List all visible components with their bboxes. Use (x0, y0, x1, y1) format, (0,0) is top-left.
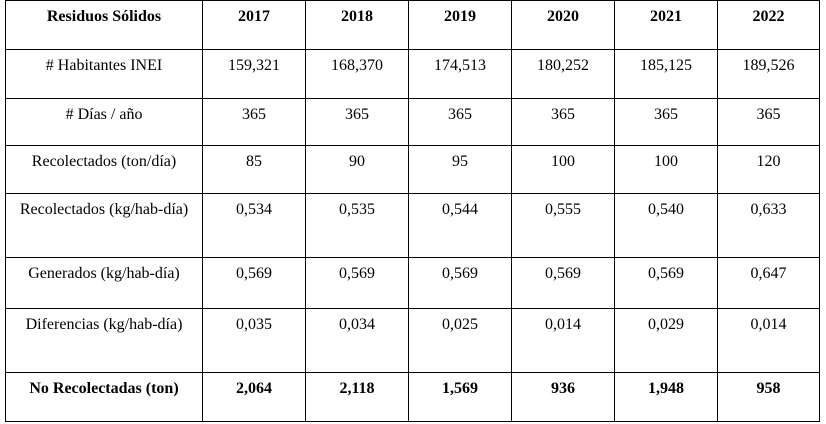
table-row: Recolectados (kg/hab-día) 0,534 0,535 0,… (5, 193, 820, 258)
table-cell: 0,647 (717, 257, 820, 309)
row-label: # Habitantes INEI (5, 49, 203, 99)
header-cell-2021: 2021 (614, 0, 718, 50)
table-cell: 0,014 (717, 308, 820, 373)
residuos-table: Residuos Sólidos 2017 2018 2019 2020 202… (5, 0, 820, 422)
table-cell: 365 (408, 98, 512, 146)
row-label: Recolectados (ton/día) (5, 145, 203, 194)
table-cell: 85 (202, 145, 306, 194)
table-cell: 365 (202, 98, 306, 146)
table-cell: 0,569 (614, 257, 718, 309)
table-cell: 0,025 (408, 308, 512, 373)
table-cell: 0,034 (305, 308, 409, 373)
table-cell: 0,535 (305, 193, 409, 258)
header-cell-label: Residuos Sólidos (5, 0, 203, 50)
row-label: # Días / año (5, 98, 203, 146)
table-cell: 958 (717, 372, 820, 422)
row-label: Generados (kg/hab-día) (5, 257, 203, 309)
table-cell: 120 (717, 145, 820, 194)
table-cell: 365 (511, 98, 615, 146)
table-cell: 0,569 (305, 257, 409, 309)
table-cell: 365 (305, 98, 409, 146)
table-cell: 180,252 (511, 49, 615, 99)
table-row: Generados (kg/hab-día) 0,569 0,569 0,569… (5, 257, 820, 309)
row-label: No Recolectadas (ton) (5, 372, 203, 422)
table-cell: 0,544 (408, 193, 512, 258)
table-row: # Días / año 365 365 365 365 365 365 (5, 98, 820, 146)
row-label: Recolectados (kg/hab-día) (5, 193, 203, 258)
table-cell: 365 (614, 98, 718, 146)
table-row: Recolectados (ton/día) 85 90 95 100 100 … (5, 145, 820, 194)
header-row: Residuos Sólidos 2017 2018 2019 2020 202… (5, 0, 820, 50)
table-cell: 0,014 (511, 308, 615, 373)
table-cell: 189,526 (717, 49, 820, 99)
table-cell: 0,633 (717, 193, 820, 258)
table-cell: 0,569 (202, 257, 306, 309)
header-cell-2018: 2018 (305, 0, 409, 50)
header-cell-2017: 2017 (202, 0, 306, 50)
table-cell: 0,569 (511, 257, 615, 309)
table-cell: 95 (408, 145, 512, 194)
table-cell: 90 (305, 145, 409, 194)
table-cell: 2,118 (305, 372, 409, 422)
table-cell: 936 (511, 372, 615, 422)
row-label: Diferencias (kg/hab-día) (5, 308, 203, 373)
table-cell: 0,555 (511, 193, 615, 258)
table-row-total: No Recolectadas (ton) 2,064 2,118 1,569 … (5, 372, 820, 422)
header-cell-2019: 2019 (408, 0, 512, 50)
header-cell-2020: 2020 (511, 0, 615, 50)
table-cell: 174,513 (408, 49, 512, 99)
table-cell: 185,125 (614, 49, 718, 99)
table-cell: 159,321 (202, 49, 306, 99)
table-cell: 100 (511, 145, 615, 194)
table-cell: 0,035 (202, 308, 306, 373)
table-row: Diferencias (kg/hab-día) 0,035 0,034 0,0… (5, 308, 820, 373)
table-cell: 1,948 (614, 372, 718, 422)
table-cell: 0,029 (614, 308, 718, 373)
table-row: # Habitantes INEI 159,321 168,370 174,51… (5, 49, 820, 99)
table-cell: 168,370 (305, 49, 409, 99)
table-cell: 365 (717, 98, 820, 146)
table-cell: 0,534 (202, 193, 306, 258)
table-cell: 100 (614, 145, 718, 194)
table-cell: 1,569 (408, 372, 512, 422)
table-cell: 0,569 (408, 257, 512, 309)
table-cell: 0,540 (614, 193, 718, 258)
header-cell-2022: 2022 (717, 0, 820, 50)
table-cell: 2,064 (202, 372, 306, 422)
